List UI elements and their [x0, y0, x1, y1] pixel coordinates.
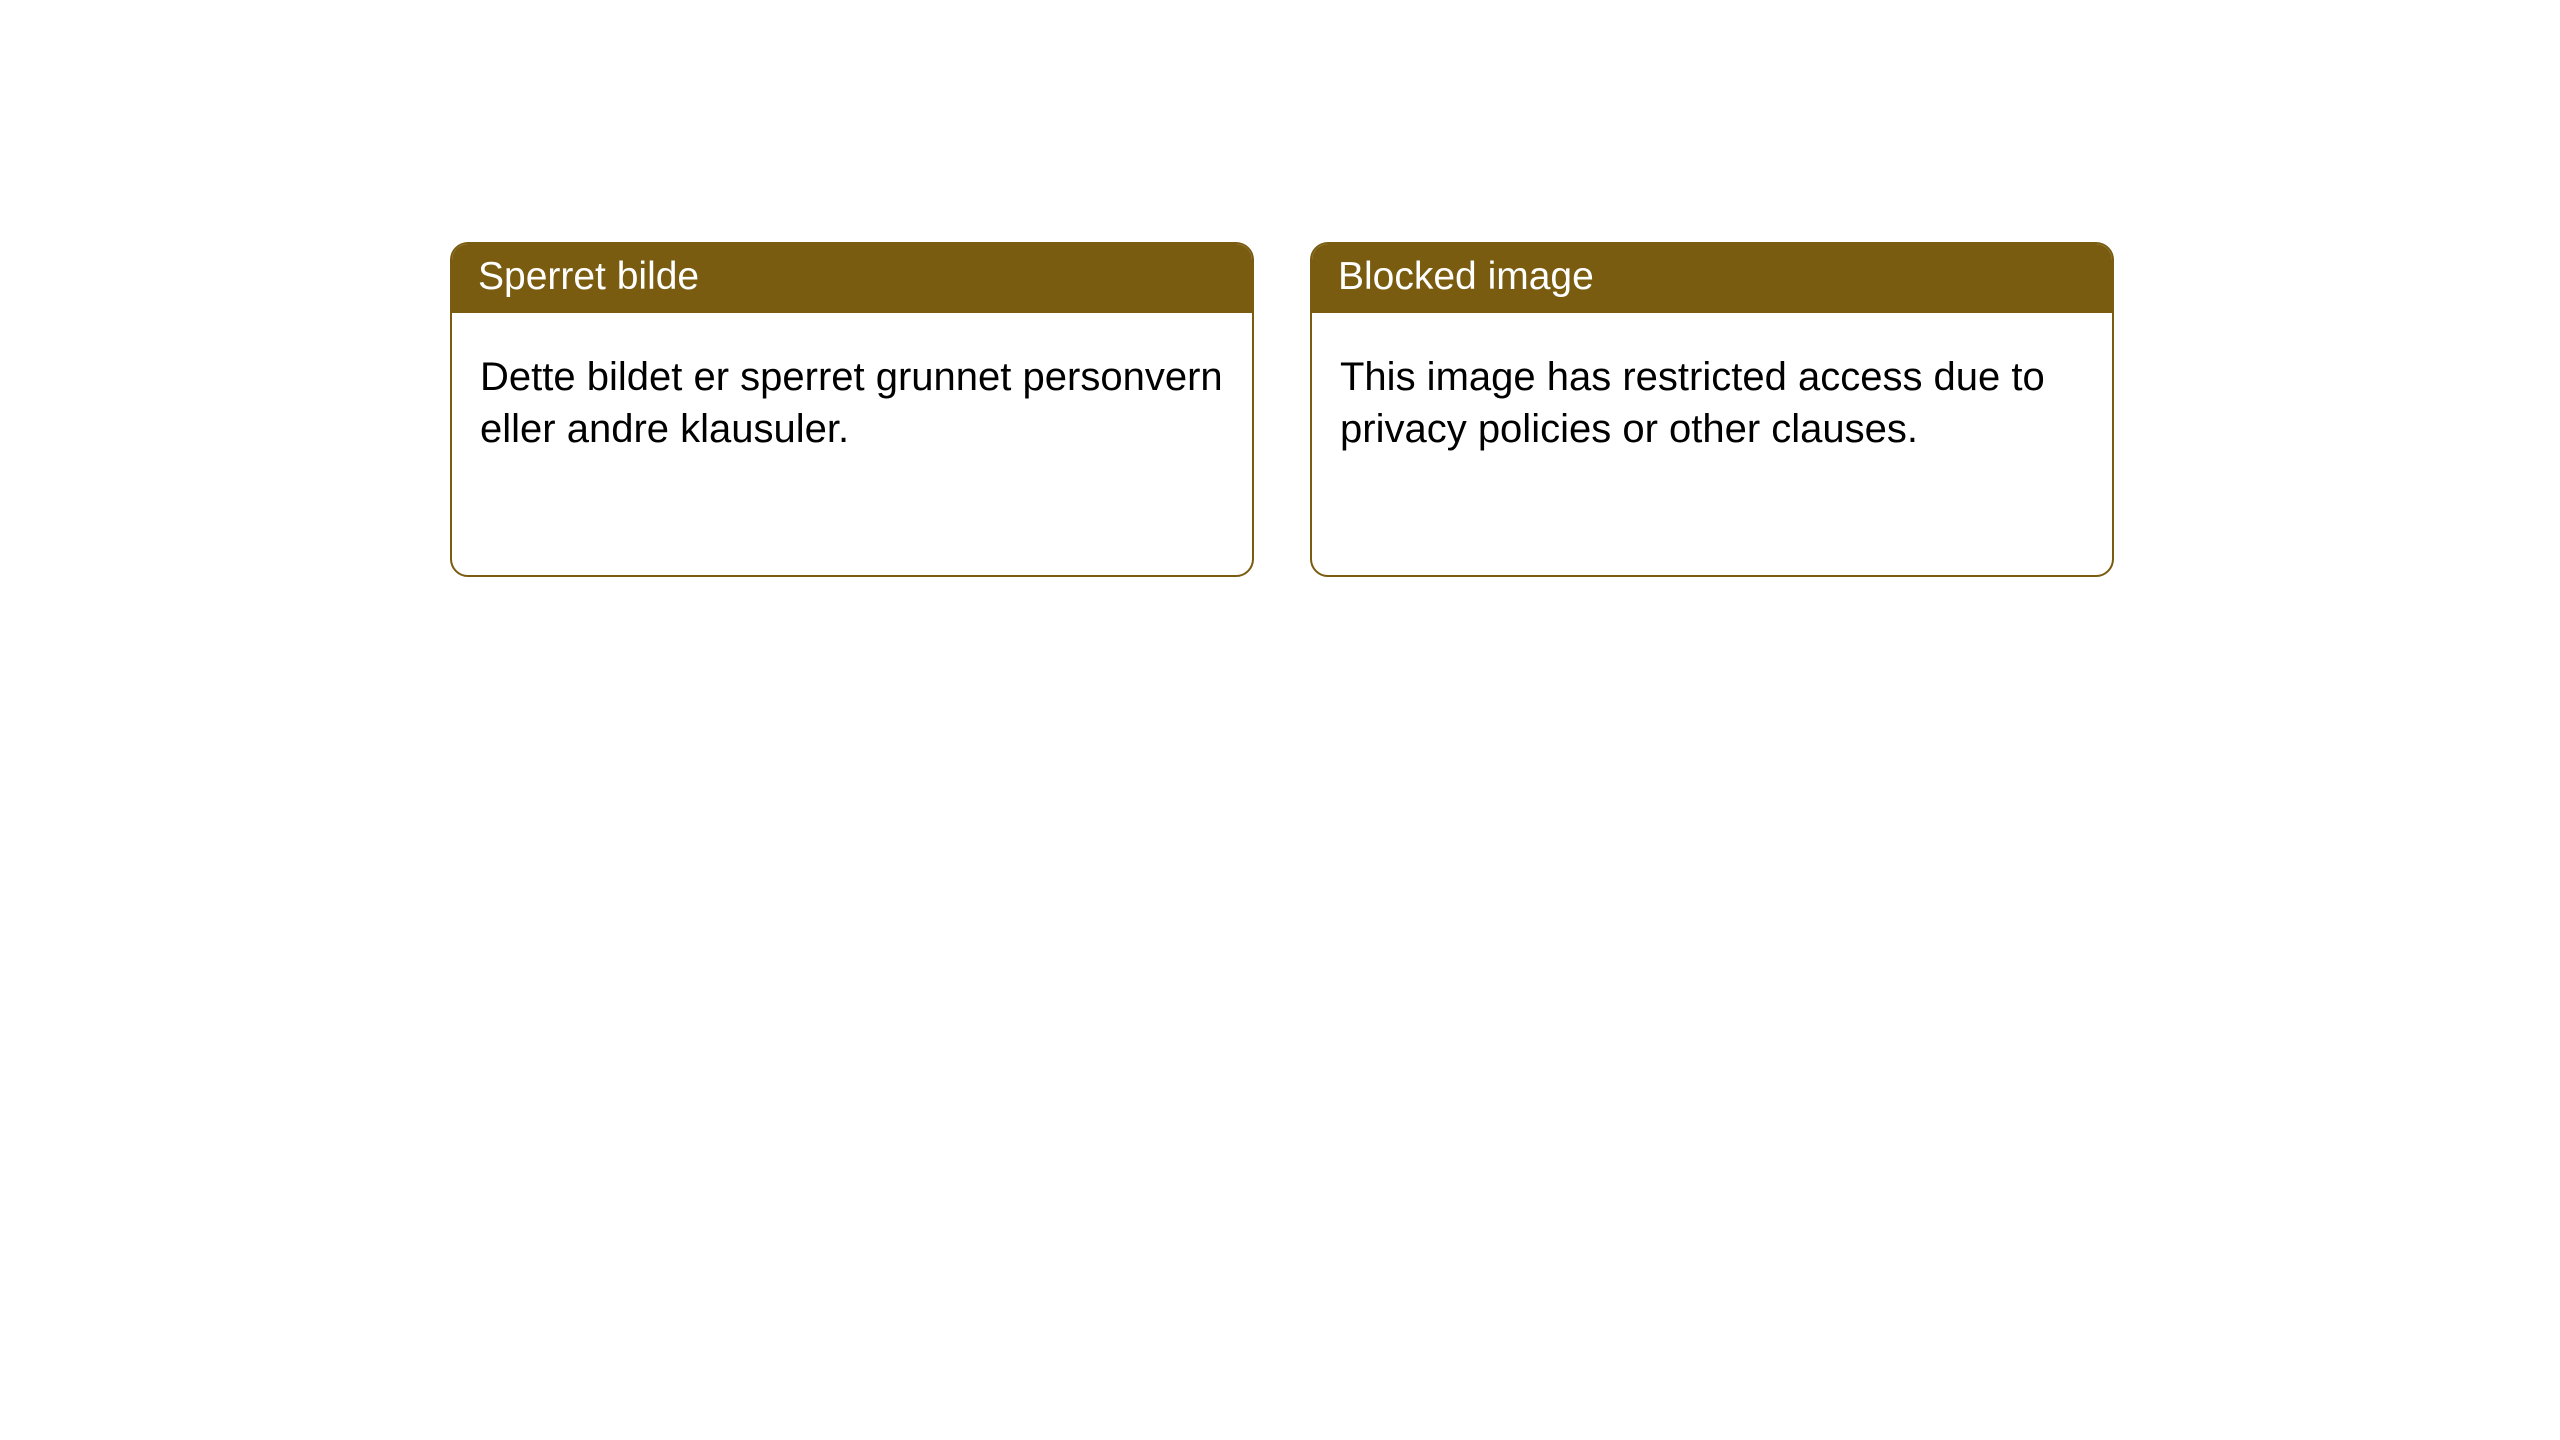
card-header-no: Sperret bilde — [452, 244, 1252, 313]
notice-container: Sperret bilde Dette bildet er sperret gr… — [0, 0, 2560, 577]
card-body-no: Dette bildet er sperret grunnet personve… — [452, 313, 1252, 477]
card-body-en: This image has restricted access due to … — [1312, 313, 2112, 477]
blocked-image-card-no: Sperret bilde Dette bildet er sperret gr… — [450, 242, 1254, 577]
card-header-en: Blocked image — [1312, 244, 2112, 313]
blocked-image-card-en: Blocked image This image has restricted … — [1310, 242, 2114, 577]
